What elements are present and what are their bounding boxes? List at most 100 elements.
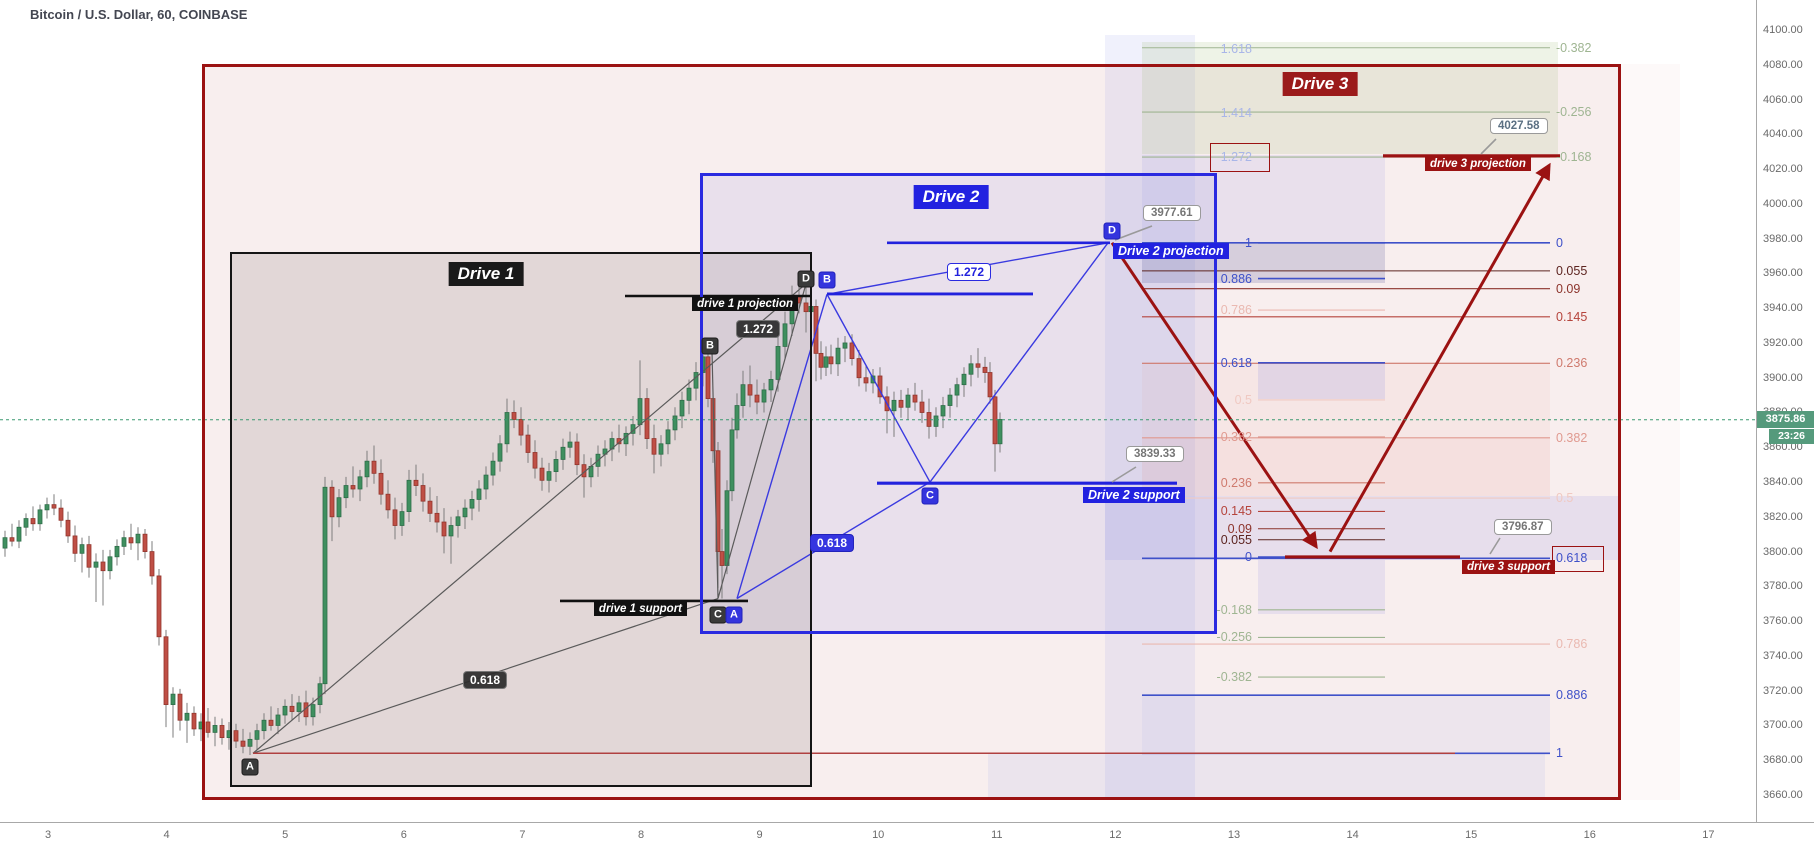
drive1-projection-label[interactable]: drive 1 projection [692,297,798,311]
fib-level-label-left[interactable]: 0.236 [1220,475,1252,490]
candle-down[interactable] [385,493,391,511]
drive3-path-up[interactable] [1328,162,1551,553]
candle-down[interactable] [525,434,531,453]
candle-up[interactable] [961,373,967,386]
candle-down[interactable] [86,544,92,568]
candle-up[interactable] [282,705,288,716]
candle-up[interactable] [842,342,848,349]
candle-up[interactable] [135,533,141,544]
candle-down[interactable] [420,485,426,502]
candle-up[interactable] [734,405,740,431]
candle-down[interactable] [982,366,988,373]
candle-up[interactable] [740,384,746,406]
candle-down[interactable] [350,485,356,490]
candle-up[interactable] [761,389,767,403]
candle-up[interactable] [933,415,939,427]
drive2-point-A[interactable]: A [725,606,743,624]
candle-up[interactable] [357,476,363,490]
candle-down[interactable] [849,342,855,359]
fib-level-label-right[interactable]: 0.09 [1556,281,1581,296]
candle-up[interactable] [455,516,461,526]
fib-level-label-right[interactable]: 0.145 [1556,309,1588,324]
drive1-trendline[interactable] [252,283,807,754]
candle-up[interactable] [2,537,8,549]
drive2-trendline[interactable] [929,242,1109,483]
drive1-point-D[interactable]: D [797,270,815,288]
drive1-point-C[interactable]: C [709,606,727,624]
drive2-projection-label[interactable]: Drive 2 projection [1113,243,1229,259]
fib-level-label-left[interactable]: 1.272 [1220,150,1252,165]
candle-down[interactable] [511,412,517,420]
candle-up[interactable] [336,497,342,518]
candle-down[interactable] [240,740,246,747]
candle-down[interactable] [719,551,725,566]
fib-ratio-label[interactable]: 0.618 [462,671,508,690]
candle-up[interactable] [93,561,99,568]
fib-level-label-left[interactable]: -0.382 [1216,670,1252,685]
candle-up[interactable] [835,347,841,365]
candle-up[interactable] [729,429,735,492]
candle-up[interactable] [686,387,692,401]
candle-up[interactable] [476,488,482,500]
fib-level-label-left[interactable]: 0.382 [1220,429,1252,444]
candle-down[interactable] [142,533,148,552]
candle-down[interactable] [747,384,753,396]
candle-down[interactable] [128,537,134,544]
candle-up[interactable] [947,394,953,406]
drive2-point-C[interactable]: C [921,487,939,505]
fib-level-label-left[interactable]: 0.618 [1220,355,1252,370]
candle-up[interactable] [469,499,475,509]
fib-level-label-left[interactable]: 0.09 [1227,521,1252,536]
drive1-trendline[interactable] [717,283,807,599]
fib-level-label-left[interactable]: 1.618 [1220,41,1252,56]
candle-up[interactable] [399,511,405,526]
drive2-trendline[interactable] [826,293,931,483]
candle-up[interactable] [490,460,496,476]
candle-up[interactable] [364,460,370,478]
candle-down[interactable] [371,460,377,474]
fib-level-label-right[interactable]: 0.055 [1556,263,1588,278]
candle-up[interactable] [121,537,127,547]
candle-up[interactable] [247,738,253,747]
candle-up[interactable] [891,399,897,412]
candle-up[interactable] [823,356,829,368]
candle-down[interactable] [177,693,183,721]
candle-down[interactable] [413,479,419,486]
drive3-projection-callout[interactable]: 4027.58 [1490,118,1548,134]
candle-up[interactable] [693,372,699,389]
candle-up[interactable] [954,384,960,396]
candle-down[interactable] [427,500,433,514]
time-axis[interactable]: 3 4 5 6 7 8 9 10 11 12 13 14 15 16 17 [0,822,1814,849]
candle-down[interactable] [532,452,538,469]
drive3-projection-label[interactable]: drive 3 projection [1425,157,1531,171]
candle-up[interactable] [560,446,566,460]
candle-down[interactable] [987,372,993,398]
fib-level-label-right[interactable]: -0.382 [1556,40,1592,55]
candle-up[interactable] [672,415,678,431]
candle-down[interactable] [65,519,71,537]
fib-level-label-right[interactable]: 1 [1556,746,1563,761]
candle-up[interactable] [254,730,260,740]
candle-down[interactable] [163,636,169,705]
drive2-trendline[interactable] [736,294,828,599]
fib-level-label-left[interactable]: 1 [1245,235,1252,250]
candle-up[interactable] [275,714,281,726]
candle-up[interactable] [448,525,454,537]
candle-up[interactable] [310,704,316,718]
fib-level-label-right[interactable]: 0.236 [1556,356,1588,371]
candle-down[interactable] [100,561,106,572]
candle-down[interactable] [803,302,809,313]
candle-up[interactable] [296,702,302,712]
candle-up[interactable] [170,693,176,705]
candle-down[interactable] [898,399,904,408]
drive2-title[interactable]: Drive 2 [913,185,989,209]
candle-down[interactable] [856,358,862,379]
candle-up[interactable] [567,441,573,448]
candle-down[interactable] [539,467,545,481]
candle-down[interactable] [191,712,197,730]
candle-up[interactable] [212,725,218,733]
fib-level-label-right[interactable]: 0.382 [1556,430,1588,445]
fib-level-label-left[interactable]: 0.886 [1220,271,1252,286]
fib-level-label-left[interactable]: 0.145 [1220,504,1252,519]
candle-up[interactable] [905,394,911,408]
